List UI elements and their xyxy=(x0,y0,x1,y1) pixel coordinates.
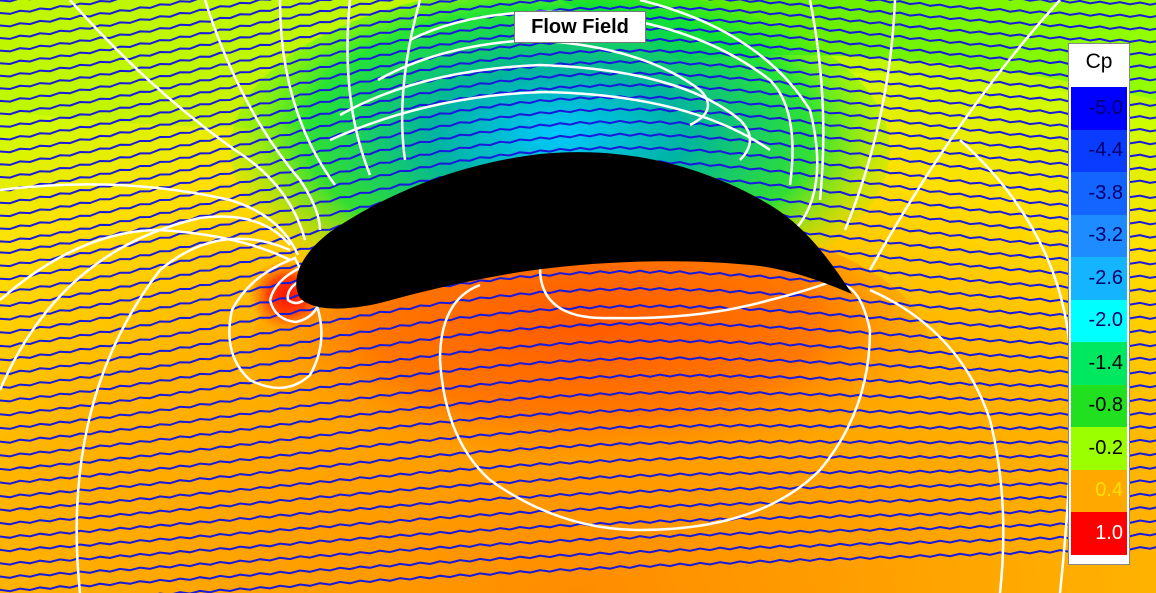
colorbar-swatch: -3.8 xyxy=(1071,172,1127,215)
contour-line xyxy=(843,0,897,231)
contour-line xyxy=(0,215,291,391)
streamline xyxy=(0,390,1156,458)
streamline xyxy=(0,269,1156,362)
streamline xyxy=(0,492,1156,553)
contour-line xyxy=(69,0,307,241)
streamline xyxy=(0,107,1156,218)
contour-line xyxy=(808,0,825,201)
contour-line xyxy=(400,0,422,161)
contour-line xyxy=(869,288,1005,593)
colorbar-label: Cp xyxy=(1085,50,1113,73)
colorbar-swatch: -2.0 xyxy=(1071,299,1127,342)
colorbar-swatch: -2.6 xyxy=(1071,257,1127,300)
streamline xyxy=(0,0,1156,66)
streamline xyxy=(0,132,1156,244)
streamline xyxy=(0,407,1156,472)
contour-line xyxy=(868,0,1061,271)
streamline xyxy=(0,532,1156,593)
streamline xyxy=(0,479,1156,539)
contour-line xyxy=(0,183,300,256)
streamline xyxy=(0,338,1156,417)
streamline xyxy=(0,321,1156,403)
contour-line xyxy=(286,280,305,305)
contour-line xyxy=(75,237,291,593)
contour-line xyxy=(203,0,322,231)
streamline xyxy=(0,465,1156,526)
chart-title: Flow Field xyxy=(514,11,646,43)
streamline xyxy=(0,438,1156,499)
contour-line xyxy=(228,256,323,390)
contour-line xyxy=(377,38,710,127)
colorbar-swatches: -5.0 -4.4 -3.8 -3.2 -2.6 -2.0 -1.4 -0.8 -0.2 0.4 1… xyxy=(1071,87,1127,555)
colorbar-swatch: 0.4 xyxy=(1071,469,1127,512)
streamline xyxy=(0,519,1156,579)
streamline xyxy=(0,48,1156,154)
streamline xyxy=(0,71,1156,179)
colorbar-legend: Cp -5.0 -4.4 -3.8 -3.2 -2.6 -2.0 -1.4 -0.8 -0.2 0… xyxy=(1068,43,1130,565)
streamline xyxy=(0,119,1156,231)
colorbar-swatch: -5.0 xyxy=(1071,87,1127,130)
streamline xyxy=(0,506,1156,566)
streamline xyxy=(0,5,1156,103)
streamline xyxy=(0,0,273,40)
streamline xyxy=(0,0,334,53)
streamline xyxy=(0,145,1156,255)
contour-line xyxy=(639,0,819,231)
streamline xyxy=(0,423,1156,485)
colorbar-swatch: -3.2 xyxy=(1071,214,1127,257)
colorbar-swatch: -1.4 xyxy=(1071,342,1127,385)
contour-line xyxy=(339,63,752,161)
streamline xyxy=(0,286,1156,376)
streamline xyxy=(0,0,198,28)
streamline xyxy=(0,59,1156,166)
isobar-contours xyxy=(0,0,1073,593)
streamline xyxy=(0,0,1156,91)
colorbar-swatch: -0.2 xyxy=(1071,427,1127,470)
contour-line xyxy=(438,283,872,532)
colorbar-swatch: -0.8 xyxy=(1071,384,1127,427)
streamline xyxy=(0,304,1156,389)
contour-line xyxy=(346,0,372,176)
streamline xyxy=(0,95,1156,205)
colorbar-swatch: -4.4 xyxy=(1071,129,1127,172)
contour-line xyxy=(278,0,337,186)
streamline xyxy=(0,0,1156,78)
contour-line xyxy=(329,90,771,152)
contour-line xyxy=(409,10,794,186)
streamline xyxy=(0,452,1156,512)
contour-line xyxy=(268,266,322,324)
streamline xyxy=(0,373,1156,444)
contour-line xyxy=(538,267,836,320)
streamline xyxy=(0,83,1156,192)
colorbar-swatch: 1.0 xyxy=(1071,512,1127,555)
airfoil xyxy=(296,152,852,309)
